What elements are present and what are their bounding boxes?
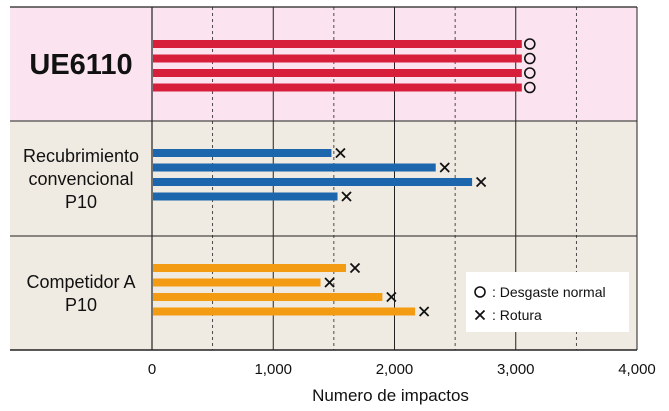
group-label: Competidor A xyxy=(26,272,135,292)
legend-label: : Desgaste normal xyxy=(492,284,606,300)
group-label: UE6110 xyxy=(29,49,132,81)
break-marker xyxy=(324,277,335,288)
x-tick-label: 3,000 xyxy=(497,361,535,378)
legend-wear-symbol xyxy=(474,286,486,298)
break-marker xyxy=(341,191,352,202)
break-marker xyxy=(475,176,487,188)
legend-break-symbol xyxy=(474,309,486,321)
legend-box xyxy=(466,272,629,332)
break-marker xyxy=(349,262,361,274)
bar xyxy=(153,149,332,157)
bar xyxy=(153,307,416,316)
wear-marker xyxy=(524,38,536,50)
x-axis-label: Numero de impactos xyxy=(312,386,469,405)
group-label: P10 xyxy=(65,192,97,212)
wear-marker xyxy=(524,67,536,79)
bar xyxy=(153,54,522,63)
bar xyxy=(153,83,522,92)
break-marker xyxy=(335,147,346,159)
break-marker xyxy=(439,162,450,173)
bar xyxy=(153,178,473,186)
bar xyxy=(153,278,321,287)
x-tick-label: 4,000 xyxy=(618,361,656,378)
wear-marker xyxy=(524,52,536,65)
break-marker xyxy=(386,291,397,303)
bar xyxy=(153,69,522,77)
bar xyxy=(153,264,346,272)
bar xyxy=(153,192,338,201)
x-tick-label: 0 xyxy=(148,361,156,378)
group-label: Recubrimiento xyxy=(23,146,139,166)
wear-marker xyxy=(524,81,536,94)
bar xyxy=(153,163,436,172)
bar xyxy=(153,293,383,301)
bar xyxy=(153,40,522,48)
group-label: convencional xyxy=(28,169,133,189)
x-tick-label: 1,000 xyxy=(254,361,292,378)
group-label: P10 xyxy=(65,295,97,315)
x-tick-label: 2,000 xyxy=(376,361,414,378)
legend-label: : Rotura xyxy=(492,307,542,323)
break-marker xyxy=(418,306,430,317)
group-background xyxy=(10,7,637,121)
